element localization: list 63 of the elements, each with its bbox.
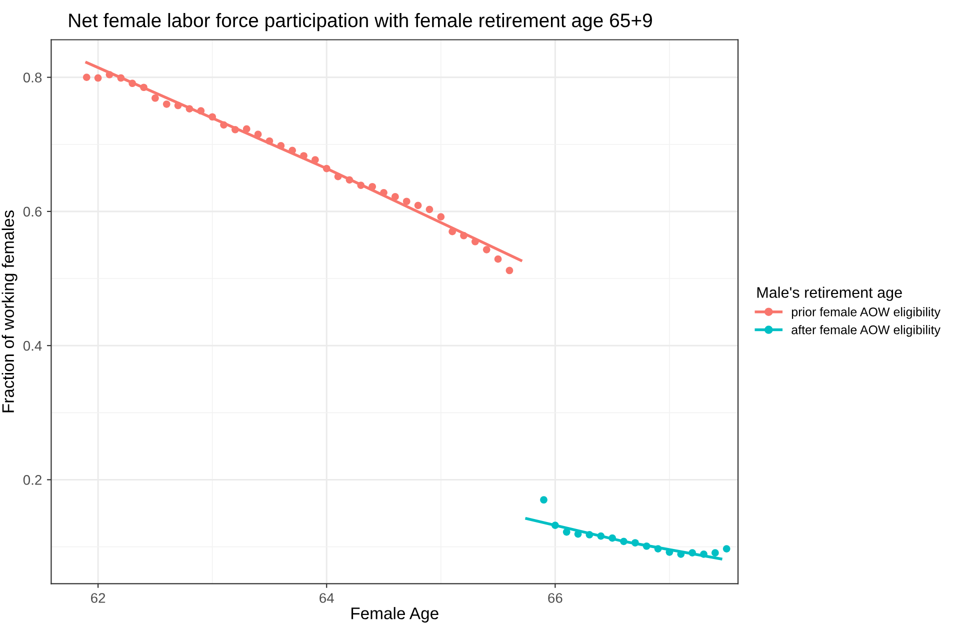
point [266, 137, 274, 145]
point [700, 550, 708, 558]
point [506, 266, 514, 274]
x-axis-title: Female Age [352, 607, 438, 623]
y-axis-title: Fraction of working females [2, 210, 18, 412]
point [392, 193, 399, 200]
point [460, 232, 468, 240]
point [346, 176, 354, 184]
point [414, 202, 422, 210]
point [368, 182, 376, 190]
point [688, 549, 696, 556]
chart-title: Net female labor force participation with female retirement age 65+9 [69, 13, 652, 32]
point [152, 94, 159, 102]
point [552, 522, 559, 529]
point [117, 74, 125, 82]
point [402, 198, 410, 206]
point [608, 534, 616, 542]
point [186, 105, 194, 113]
point [174, 102, 182, 110]
point [437, 213, 445, 220]
point [357, 182, 365, 189]
point [254, 130, 262, 138]
point [322, 164, 330, 172]
point [586, 531, 594, 538]
point [334, 172, 342, 180]
point [242, 125, 250, 133]
point [426, 206, 434, 214]
y-tick-label: 0.6 [23, 206, 42, 217]
point [162, 100, 170, 108]
point [654, 545, 662, 552]
point [711, 549, 719, 556]
point [197, 107, 205, 115]
legend-title: Male's retirement age [757, 286, 902, 301]
point [300, 152, 308, 160]
point [312, 156, 319, 164]
point [540, 496, 548, 504]
point [208, 113, 216, 121]
point [597, 532, 605, 540]
point [128, 80, 136, 88]
legend-label: prior female AOW eligibility [792, 307, 940, 319]
point [482, 246, 490, 254]
point [562, 528, 570, 536]
point [448, 228, 456, 236]
y-tick-label: 0.4 [23, 340, 42, 351]
point [722, 545, 730, 552]
point [106, 70, 114, 78]
x-tick-label: 62 [91, 593, 106, 603]
point [220, 121, 228, 129]
point [82, 74, 90, 81]
point [620, 538, 628, 546]
point [140, 84, 148, 92]
point [380, 188, 388, 196]
y-tick-label: 0.8 [23, 72, 42, 82]
x-tick-label: 66 [548, 593, 562, 603]
legend-label: after female AOW eligibility [792, 325, 940, 337]
x-tick-label: 64 [320, 593, 334, 603]
point [232, 126, 239, 134]
point [494, 255, 502, 263]
point [94, 74, 102, 82]
y-tick-label: 0.2 [23, 475, 42, 485]
point [642, 542, 650, 550]
point [277, 142, 285, 150]
point [631, 539, 639, 546]
